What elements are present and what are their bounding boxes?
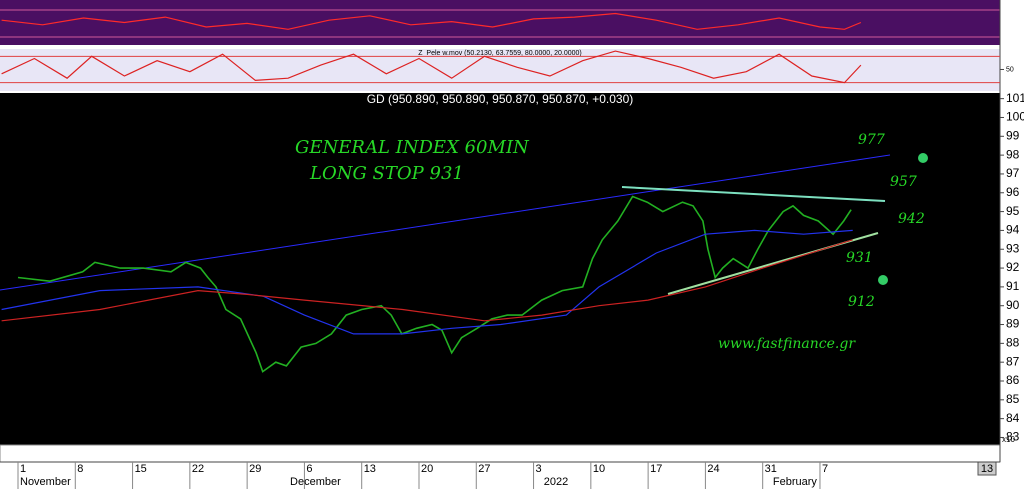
bomb-icon: [918, 153, 928, 163]
x-tick-label: 13: [364, 463, 376, 475]
series-line: [1, 50, 862, 84]
main-title: GD (950.890, 950.890, 950.870, 950.870, …: [367, 92, 634, 106]
x-tick-label: 7: [822, 463, 828, 475]
month-label: November: [20, 476, 71, 488]
y-tick-label: 91: [1006, 279, 1020, 293]
y-tick-label: 84: [1006, 411, 1020, 425]
y-tick-label: 89: [1006, 317, 1020, 331]
series-line: [17, 195, 852, 373]
volume-scale: x10: [1002, 435, 1015, 444]
y-tick-label: 85: [1006, 392, 1020, 406]
y-tick-label: 94: [1006, 223, 1020, 237]
annotation: www.fastfinance.gr: [718, 336, 856, 352]
x-tick-label: 1: [20, 463, 26, 475]
x-tick-label: 8: [77, 463, 83, 475]
x-tick-label: 6: [306, 463, 312, 475]
y-tick-label: 86: [1006, 373, 1020, 387]
series-line: [1, 12, 862, 30]
month-label: December: [290, 476, 341, 488]
main-panel: [0, 93, 1000, 445]
annotation: LONG STOP 931: [309, 163, 464, 184]
x-tick-label: 3: [536, 463, 542, 475]
x-tick-label: 24: [707, 463, 719, 475]
y-tick-label: 88: [1006, 336, 1020, 350]
rsi-panel: [0, 0, 1000, 45]
series-line: [1, 229, 853, 335]
y-tick-label: 100: [1006, 110, 1024, 124]
stoch-title: Z_Pele w.mov (50.2130, 63.7559, 80.0000,…: [418, 50, 581, 57]
series-line: [1, 239, 853, 322]
y-tick-label: 87: [1006, 354, 1020, 368]
y-tick-label: 95: [1006, 204, 1020, 218]
annotation: GENERAL INDEX 60MIN: [295, 137, 530, 158]
y-tick-label: 90: [1006, 298, 1020, 312]
y-tick-label: 98: [1006, 147, 1020, 161]
annotation: 977: [858, 132, 885, 148]
x-tick-label: 31: [765, 463, 777, 475]
y-tick-label: 92: [1006, 260, 1020, 274]
scroll-label: 13: [981, 463, 993, 475]
annotation: 912: [848, 294, 875, 310]
x-tick-label: 15: [135, 463, 147, 475]
x-tick-label: 20: [421, 463, 433, 475]
y-tick-label: 50: [1006, 66, 1014, 73]
y-tick-label: 97: [1006, 166, 1020, 180]
y-tick-label: 101: [1006, 91, 1024, 105]
x-tick-label: 29: [249, 463, 261, 475]
x-tick-label: 17: [650, 463, 662, 475]
y-tick-label: 83: [1006, 430, 1020, 444]
y-tick-label: 93: [1006, 241, 1020, 255]
resistance-line: [621, 186, 886, 202]
trend-line: [0, 154, 891, 291]
month-label: 2022: [544, 476, 568, 488]
x-tick-label: 10: [593, 463, 605, 475]
x-tick-label: 22: [192, 463, 204, 475]
y-tick-label: 99: [1006, 128, 1020, 142]
volume-panel: [0, 444, 1001, 463]
annotation: 942: [898, 211, 925, 227]
annotation: 931: [846, 250, 873, 266]
month-label: February: [773, 476, 818, 488]
x-tick-label: 27: [478, 463, 490, 475]
bomb-icon: [878, 275, 888, 285]
annotation: 957: [890, 174, 917, 190]
y-tick-label: 96: [1006, 185, 1020, 199]
